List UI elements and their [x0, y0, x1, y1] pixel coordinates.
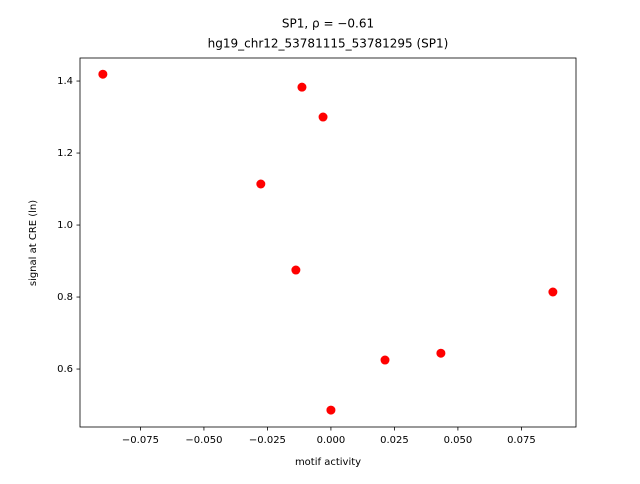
- y-tick-label: 1.0: [57, 220, 73, 231]
- y-axis-label: signal at CRE (ln): [28, 200, 39, 286]
- x-tick-label: −0.050: [185, 435, 222, 446]
- point: [98, 69, 108, 79]
- point: [380, 355, 390, 365]
- x-tick-label: −0.025: [249, 435, 286, 446]
- x-axis-label: motif activity: [295, 457, 361, 468]
- y-tick-label: 1.4: [57, 76, 73, 87]
- y-tick-label: 0.8: [57, 292, 73, 303]
- point: [256, 179, 266, 189]
- point: [548, 287, 558, 297]
- point: [326, 405, 336, 415]
- y-tick-label: 1.2: [57, 148, 73, 159]
- point: [436, 348, 446, 358]
- point: [291, 265, 301, 275]
- x-tick-label: 0.025: [380, 435, 409, 446]
- chart-title: SP1, ρ = −0.61: [282, 17, 374, 31]
- plot-frame: [79, 57, 577, 428]
- y-tick-label: 0.6: [57, 364, 73, 375]
- x-tick-label: 0.075: [507, 435, 536, 446]
- x-tick-label: 0.050: [444, 435, 473, 446]
- point: [297, 82, 307, 92]
- x-tick-label: 0.000: [317, 435, 346, 446]
- x-tick-label: −0.075: [122, 435, 159, 446]
- point: [318, 112, 328, 122]
- chart-subtitle: hg19_chr12_53781115_53781295 (SP1): [208, 37, 449, 51]
